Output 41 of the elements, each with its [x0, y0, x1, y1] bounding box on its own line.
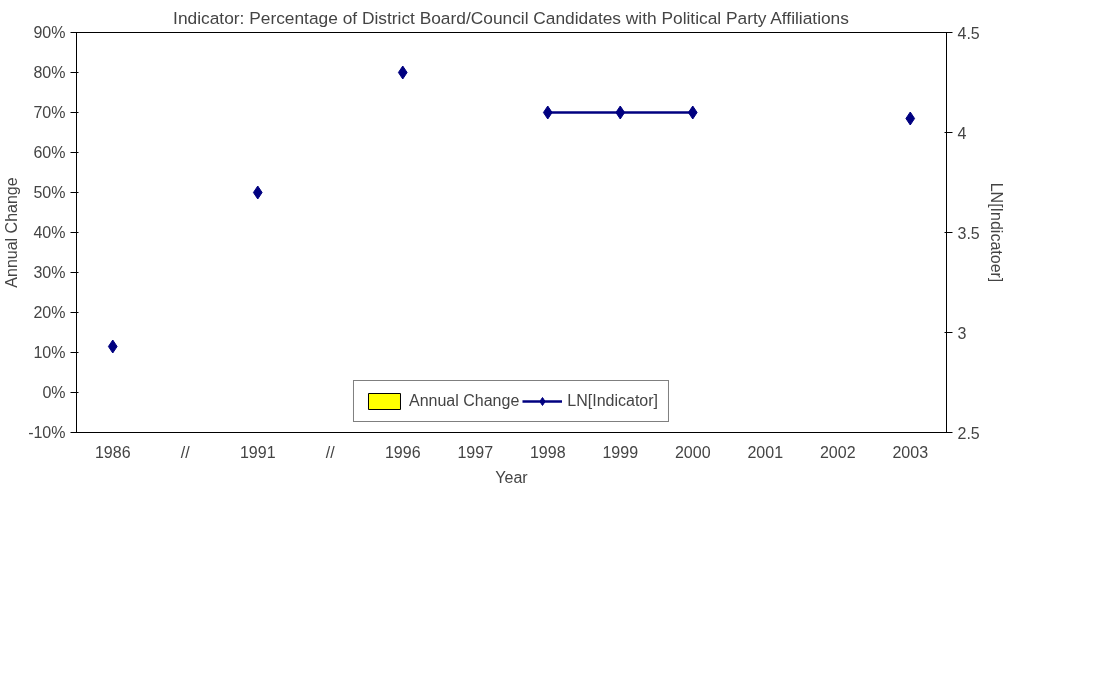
- y-tick-label: 20%: [33, 304, 66, 321]
- y-tick-label: 70%: [33, 104, 66, 121]
- x-axis-title: Year: [495, 468, 529, 486]
- point: [905, 111, 916, 126]
- y-tick-label: 10%: [33, 344, 66, 361]
- point: [252, 185, 263, 200]
- legend-label: LN[Indicator]: [567, 392, 659, 410]
- x-tick-label: 1986: [94, 443, 131, 461]
- x-tick-label: 2003: [892, 443, 929, 461]
- x-tick-label: 2002: [819, 443, 856, 461]
- x-tick-label: 2000: [674, 443, 711, 461]
- y-tick-label: 0%: [42, 384, 66, 401]
- legend-label: Annual Change: [408, 392, 520, 410]
- x-tick-label: 1991: [239, 443, 276, 461]
- y-tick-label: 90%: [33, 24, 66, 41]
- x-tick-label: 1997: [457, 443, 494, 461]
- y2-tick-label: 2.5: [957, 424, 980, 442]
- y2-axis-title: LN[Indicatoer]: [987, 182, 1005, 283]
- x-tick-label: 2001: [747, 443, 784, 461]
- y-tick-label: -10%: [28, 424, 66, 441]
- y2-tick-label: 4.5: [957, 24, 980, 42]
- y-axis-title: Annual Change: [3, 177, 21, 288]
- y-tick-label: 60%: [33, 144, 66, 161]
- y-tick-label: 80%: [33, 64, 66, 81]
- point: [542, 105, 553, 120]
- x-tick-label: //: [325, 443, 336, 461]
- y-tick-label: 30%: [33, 264, 66, 281]
- y-tick-label: 50%: [33, 184, 66, 201]
- point: [397, 65, 408, 80]
- x-tick-label: //: [180, 443, 191, 461]
- y2-tick-label: 4: [957, 124, 967, 142]
- y-tick-label: 40%: [33, 224, 66, 241]
- y2-tick-label: 3.5: [957, 224, 980, 242]
- chart-title: Indicator: Percentage of District Board/Council Candidates with Political Party Affiliations: [173, 7, 850, 28]
- y2-tick-label: 3: [957, 324, 967, 342]
- x-tick-label: 1998: [529, 443, 566, 461]
- x-tick-label: 1999: [602, 443, 639, 461]
- x-tick-label: 1996: [384, 443, 421, 461]
- point: [107, 339, 118, 354]
- point: [687, 105, 698, 120]
- point: [615, 105, 626, 120]
